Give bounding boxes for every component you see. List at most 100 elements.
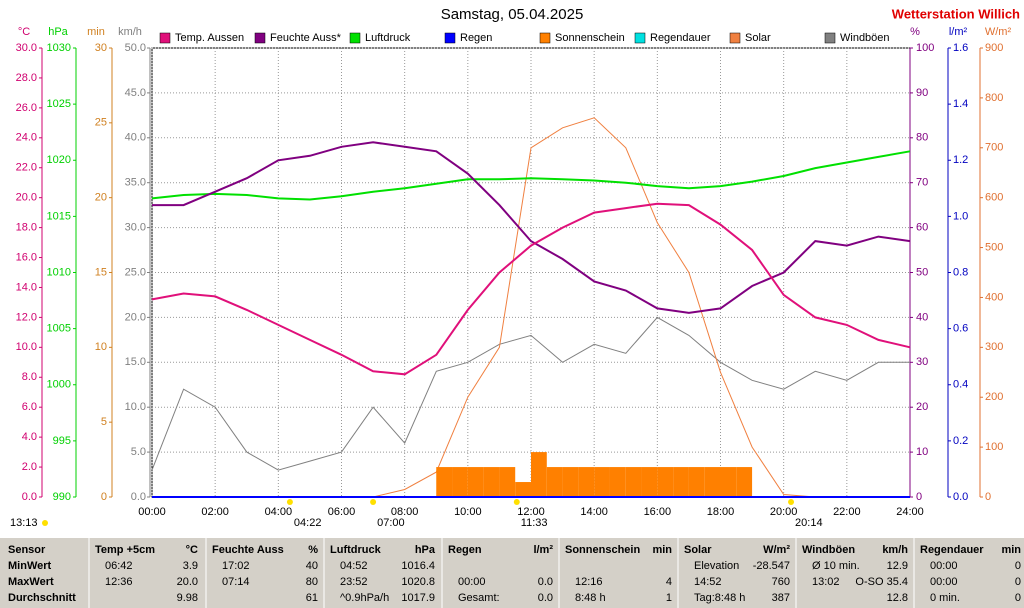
x-tick-label: 18:00: [707, 506, 735, 518]
sunshine-bar: [720, 467, 737, 497]
y-tick-label: 5.0: [131, 446, 146, 458]
y-tick-label: 2.0: [22, 461, 37, 473]
series-line: [151, 202, 911, 376]
y-tick-label: 20: [95, 192, 107, 204]
y-tick-label: 14.0: [16, 281, 37, 293]
cell-value: -28.547: [753, 560, 790, 572]
y-tick-label: 0.6: [953, 323, 968, 335]
y-tick-label: 50: [916, 266, 928, 278]
y-tick-label: 60: [916, 222, 928, 234]
series-line: [151, 316, 910, 471]
legend-label: Temp. Aussen: [175, 32, 244, 44]
y-tick-label: 4.0: [22, 431, 37, 443]
table-unit: °C: [186, 544, 198, 556]
sunshine-bar: [625, 467, 642, 497]
series-line: [151, 150, 911, 201]
row-label: MaxWert: [8, 576, 54, 588]
cell-value: 0: [1015, 576, 1021, 588]
y-tick-label: 1020: [47, 154, 71, 166]
sunshine-bar: [499, 467, 516, 497]
legend-label: Regen: [460, 32, 492, 44]
table-header: Sonnenschein: [565, 544, 640, 556]
y-tick-label: 26.0: [16, 102, 37, 114]
y-tick-label: 1010: [47, 266, 71, 278]
y-tick-label: 100: [985, 441, 1003, 453]
table-unit: %: [308, 544, 318, 556]
legend-label: Windböen: [840, 32, 890, 44]
annotation: 07:00: [377, 517, 405, 529]
cell-label: Tag:8:48 h: [694, 592, 745, 604]
y-tick-label: 25: [95, 117, 107, 129]
annotation: 04:22: [294, 517, 322, 529]
station-title: Wetterstation Willich: [892, 6, 1020, 21]
sunshine-bar: [546, 467, 563, 497]
legend-swatch: [254, 32, 266, 44]
legend-swatch: [729, 32, 741, 44]
axis-unit: km/h: [118, 26, 142, 38]
legend-swatch: [349, 32, 361, 44]
cell-value: 1: [666, 592, 672, 604]
axis-unit: W/m²: [985, 26, 1012, 38]
cell-value: 61: [306, 592, 318, 604]
y-tick-label: 0.0: [22, 491, 37, 503]
x-tick-label: 16:00: [644, 506, 672, 518]
cell-value: 0.0: [538, 576, 553, 588]
x-tick-label: 12:00: [517, 506, 545, 518]
legend-label: Feuchte Auss*: [270, 32, 342, 44]
sunshine-bar: [562, 467, 579, 497]
y-tick-label: 16.0: [16, 251, 37, 263]
y-tick-label: 0.2: [953, 435, 968, 447]
y-tick-label: 1030: [47, 42, 71, 54]
y-tick-label: 10.0: [125, 401, 146, 413]
table-header: Regen: [448, 544, 482, 556]
y-tick-label: 200: [985, 391, 1003, 403]
x-tick-label: 06:00: [328, 506, 356, 518]
annotation: 13:13: [10, 517, 38, 529]
cell-label: 23:52: [340, 576, 368, 588]
sunshine-bar: [531, 452, 547, 497]
y-tick-label: 40.0: [125, 132, 146, 144]
y-tick-label: 12.0: [16, 311, 37, 323]
y-tick-label: 1015: [47, 210, 71, 222]
cell-value: 40: [306, 560, 318, 572]
sunshine-bar: [467, 467, 484, 497]
legend-label: Solar: [745, 32, 771, 44]
y-tick-label: 30.0: [125, 222, 146, 234]
cell-value: 1020.8: [401, 576, 435, 588]
cell-label: 8:48 h: [575, 592, 606, 604]
cell-label: ^0.9hPa/h: [340, 592, 389, 604]
y-tick-label: 10: [916, 446, 928, 458]
cell-value: 1016.4: [401, 560, 435, 572]
axis-unit: %: [910, 26, 920, 38]
y-tick-label: 1025: [47, 98, 71, 110]
axis-unit: min: [87, 26, 105, 38]
cell-label: Elevation: [694, 560, 739, 572]
cell-value: 4: [666, 576, 672, 588]
sunshine-bar: [688, 467, 705, 497]
y-tick-label: 1.0: [953, 210, 968, 222]
y-tick-label: 30: [916, 356, 928, 368]
y-tick-label: 15.0: [125, 356, 146, 368]
y-tick-label: 30: [95, 42, 107, 54]
sunshine-bar: [594, 467, 610, 497]
sunshine-bar: [515, 482, 531, 497]
x-tick-label: 04:00: [265, 506, 293, 518]
y-tick-label: 100: [916, 42, 934, 54]
y-tick-label: 28.0: [16, 72, 37, 84]
cell-label: 13:02: [812, 576, 840, 588]
y-tick-label: 8.0: [22, 371, 37, 383]
table-unit: min: [1001, 544, 1021, 556]
table-header: Regendauer: [920, 544, 984, 556]
x-tick-label: 00:00: [138, 506, 166, 518]
y-tick-label: 35.0: [125, 177, 146, 189]
cell-value: 9.98: [177, 592, 198, 604]
sun-marker: [42, 520, 48, 526]
y-tick-label: 1.6: [953, 42, 968, 54]
table-header: Sensor: [8, 544, 46, 556]
y-tick-label: 20.0: [125, 311, 146, 323]
sunshine-bar: [673, 467, 689, 497]
legend-label: Luftdruck: [365, 32, 411, 44]
y-tick-label: 1005: [47, 323, 71, 335]
sunshine-bar: [736, 467, 753, 497]
y-tick-label: 800: [985, 92, 1003, 104]
